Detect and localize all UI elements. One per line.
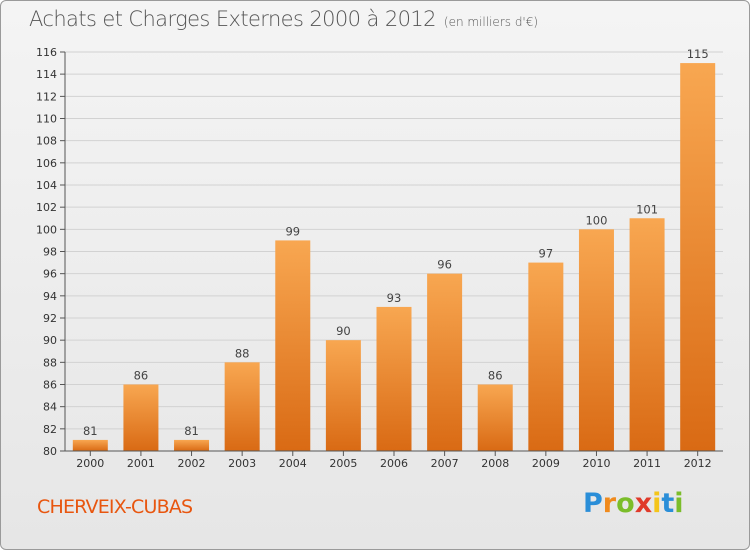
bar-2000 <box>72 439 108 451</box>
logo-letter: i <box>652 488 662 519</box>
bar-value-label: 86 <box>134 369 149 383</box>
bar-2011 <box>629 218 665 451</box>
bar-2010 <box>578 229 614 451</box>
bars: 81 86 81 88 99 90 93 96 86 97 100 101 115 <box>72 47 716 451</box>
y-tick-label: 90 <box>43 334 57 347</box>
logo-letter: r <box>602 488 617 519</box>
proxiti-logo[interactable]: Proxiti <box>583 488 684 519</box>
bar-value-label: 93 <box>387 291 402 305</box>
bar-2004 <box>275 240 311 451</box>
y-tick-label: 102 <box>36 201 57 214</box>
y-tick-label: 106 <box>36 157 57 170</box>
bar-value-label: 97 <box>539 247 554 261</box>
logo-letter: P <box>583 488 603 519</box>
bar-value-label: 86 <box>488 369 503 383</box>
y-tick-label: 112 <box>36 90 57 103</box>
x-tick-label: 2006 <box>380 457 408 470</box>
bar-value-label: 115 <box>687 47 709 61</box>
bar-value-label: 81 <box>184 424 199 438</box>
bar-value-label: 100 <box>585 213 607 227</box>
y-axis: 80 82 84 86 88 90 92 94 96 98 100 102 104 106 108 110 11… <box>36 46 66 458</box>
x-tick-label: 2004 <box>279 457 307 470</box>
bar-2002 <box>174 439 210 451</box>
x-tick-label: 2003 <box>228 457 256 470</box>
logo-letter: o <box>616 488 635 519</box>
y-tick-label: 116 <box>36 46 57 59</box>
y-tick-label: 104 <box>36 179 57 192</box>
x-tick-label: 2012 <box>684 457 712 470</box>
x-tick-label: 2001 <box>127 457 155 470</box>
logo-letter: t <box>661 488 675 519</box>
x-tick-label: 2007 <box>431 457 459 470</box>
x-axis: 2000 2001 2002 2003 2004 2005 2006 2007 2008 2009… <box>65 450 723 470</box>
bar-value-label: 99 <box>285 224 300 238</box>
x-tick-label: 2002 <box>178 457 206 470</box>
bar-value-label: 101 <box>636 202 658 216</box>
logo-letter: i <box>674 488 684 519</box>
y-tick-label: 88 <box>43 356 57 369</box>
y-tick-label: 82 <box>43 423 57 436</box>
x-tick-label: 2005 <box>329 457 357 470</box>
x-tick-label: 2009 <box>532 457 560 470</box>
y-tick-label: 110 <box>36 113 57 126</box>
bar-2012 <box>680 63 716 451</box>
x-tick-label: 2011 <box>633 457 661 470</box>
bar-2006 <box>376 306 412 451</box>
y-tick-label: 92 <box>43 312 57 325</box>
bar-value-label: 96 <box>437 258 452 272</box>
chart-title: Achats et Charges Externes 2000 à 2012 (e… <box>29 7 538 31</box>
y-tick-label: 100 <box>36 223 57 236</box>
bar-2005 <box>325 340 361 451</box>
chart-title-text: Achats et Charges Externes 2000 à 2012 <box>29 7 437 31</box>
bar-value-label: 90 <box>336 324 351 338</box>
y-tick-label: 84 <box>43 401 57 414</box>
bar-value-label: 88 <box>235 346 250 360</box>
bar-2007 <box>427 273 463 451</box>
chart-subtitle: (en milliers d'€) <box>443 15 539 29</box>
x-tick-label: 2008 <box>481 457 509 470</box>
logo-letter: x <box>634 488 653 519</box>
y-tick-label: 96 <box>43 268 57 281</box>
bar-2003 <box>224 362 260 451</box>
x-tick-label: 2010 <box>582 457 610 470</box>
y-tick-label: 108 <box>36 135 57 148</box>
y-tick-label: 114 <box>36 68 57 81</box>
bar-2001 <box>123 384 159 451</box>
y-tick-label: 98 <box>43 246 57 259</box>
x-tick-label: 2000 <box>76 457 104 470</box>
y-tick-label: 80 <box>43 445 57 458</box>
bar-value-label: 81 <box>83 424 98 438</box>
y-tick-label: 86 <box>43 379 57 392</box>
place-name: CHERVEIX-CUBAS <box>37 496 193 518</box>
y-tick-label: 94 <box>43 290 57 303</box>
bar-2008 <box>477 384 513 451</box>
bar-2009 <box>528 262 564 451</box>
